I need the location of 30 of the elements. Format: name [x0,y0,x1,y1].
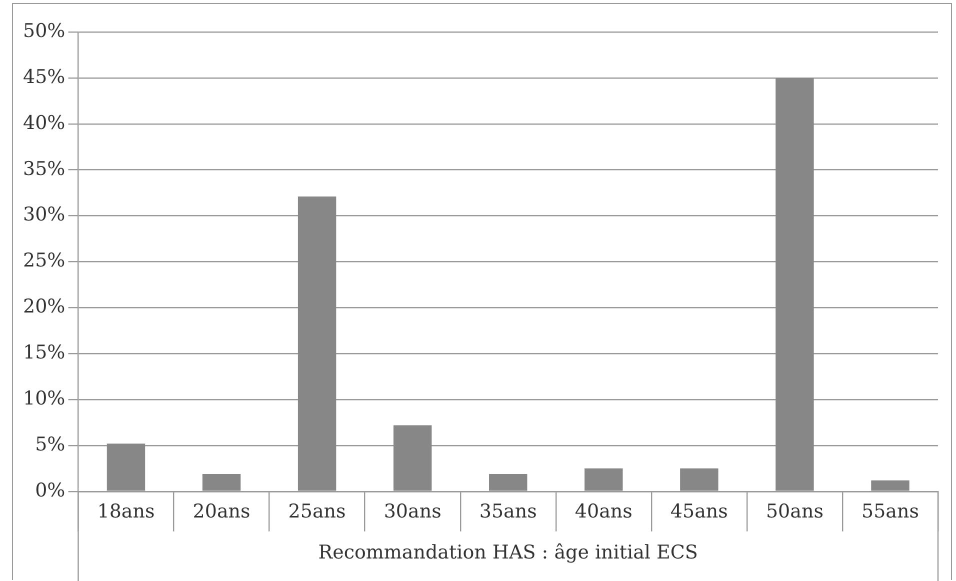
y-tick-label: 45% [22,66,66,88]
bar [489,474,528,491]
x-tick-label: 25ans [288,500,346,523]
y-tick-label: 30% [22,204,66,226]
x-tick-label: 18ans [97,500,155,523]
x-tick-label: 30ans [384,500,442,523]
y-tick-label: 10% [22,387,66,410]
y-tick-label: 20% [22,296,66,318]
bar [871,480,910,491]
x-tick-label: 55ans [861,500,919,523]
x-tick-label: 50ans [766,500,824,523]
bar [202,474,241,491]
x-tick-label: 35ans [479,500,537,523]
y-tick-label: 25% [22,250,66,272]
bar [776,78,814,491]
y-tick-label: 35% [22,158,66,180]
y-tick-label: 50% [22,20,66,42]
x-tick-label: 40ans [574,500,632,523]
y-tick-label: 15% [22,342,66,364]
bar [584,468,623,491]
bar [393,425,432,491]
x-tick-label: 20ans [192,500,250,523]
y-tick-label: 40% [22,112,66,134]
x-axis-title: Recommandation HAS : âge initial ECS [318,542,698,564]
bar [106,444,146,491]
y-tick-label: 5% [35,433,66,456]
bar [298,196,336,491]
bar [680,468,718,491]
y-tick-label: 0% [35,479,66,502]
x-tick-label: 45ans [670,500,728,523]
